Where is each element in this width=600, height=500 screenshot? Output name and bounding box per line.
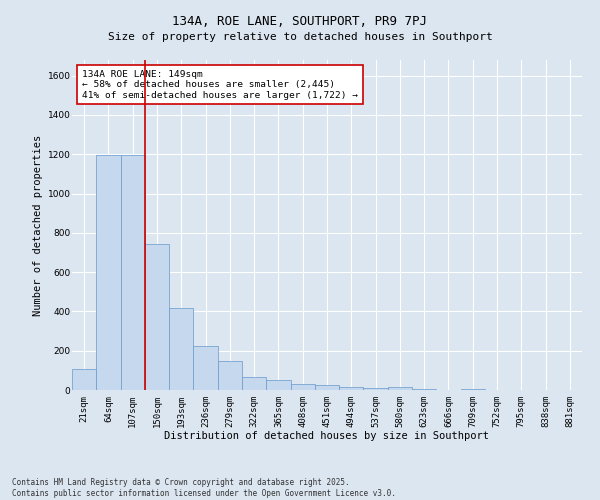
Y-axis label: Number of detached properties: Number of detached properties <box>34 134 43 316</box>
Bar <box>96 156 121 390</box>
Bar <box>461 389 485 390</box>
Bar <box>339 386 364 390</box>
Bar <box>412 389 436 390</box>
Bar <box>388 387 412 390</box>
Text: Contains HM Land Registry data © Crown copyright and database right 2025.
Contai: Contains HM Land Registry data © Crown c… <box>12 478 396 498</box>
Bar <box>290 384 315 390</box>
Text: 134A ROE LANE: 149sqm
← 58% of detached houses are smaller (2,445)
41% of semi-d: 134A ROE LANE: 149sqm ← 58% of detached … <box>82 70 358 100</box>
Text: Size of property relative to detached houses in Southport: Size of property relative to detached ho… <box>107 32 493 42</box>
Bar <box>169 308 193 390</box>
Bar <box>266 380 290 390</box>
Text: 134A, ROE LANE, SOUTHPORT, PR9 7PJ: 134A, ROE LANE, SOUTHPORT, PR9 7PJ <box>173 15 427 28</box>
Bar <box>364 388 388 390</box>
Bar <box>145 244 169 390</box>
Bar <box>72 370 96 390</box>
Bar <box>121 156 145 390</box>
X-axis label: Distribution of detached houses by size in Southport: Distribution of detached houses by size … <box>164 432 490 442</box>
Bar <box>242 377 266 390</box>
Bar <box>218 360 242 390</box>
Bar <box>193 346 218 390</box>
Bar <box>315 385 339 390</box>
